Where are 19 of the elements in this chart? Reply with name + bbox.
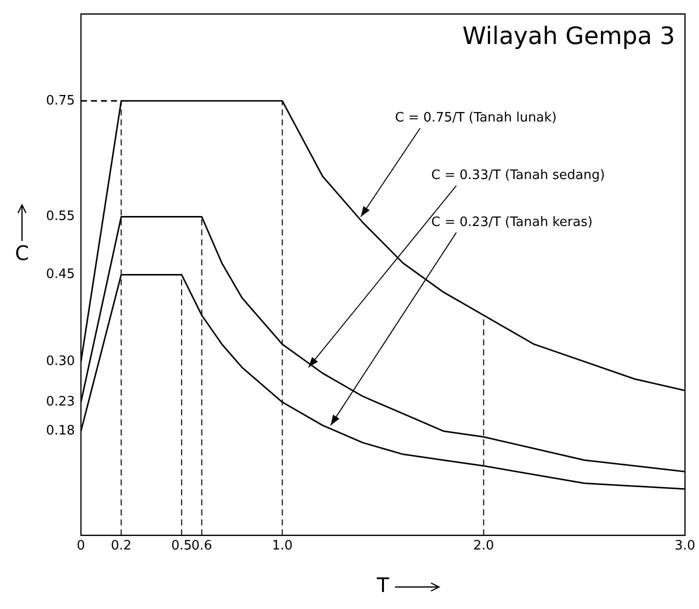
- y-tick-label: 0.30: [46, 354, 75, 369]
- y-tick-label: 0.45: [46, 267, 75, 282]
- x-tick-label: 0.2: [110, 538, 132, 554]
- y-tick-label: 0.75: [46, 93, 75, 108]
- annotation: C = 0.23/T (Tanah keras): [431, 214, 593, 230]
- x-tick-label: 0: [76, 538, 86, 554]
- y-tick-label: 0.18: [46, 423, 75, 438]
- x-tick-label: 2.0: [473, 538, 494, 554]
- x-tick-label: 0.5: [171, 538, 192, 554]
- annotation: C = 0.75/T (Tanah lunak): [395, 110, 557, 126]
- x-tick-label: 1.0: [272, 538, 293, 554]
- y-axis-title: C: [15, 240, 29, 265]
- annotation: C = 0.33/T (Tanah sedang): [431, 168, 605, 184]
- x-tick-label: 3.0: [674, 538, 696, 554]
- chart-title: Wilayah Gempa 3: [462, 22, 675, 50]
- y-tick-label: 0.55: [46, 209, 75, 224]
- x-tick-label: 0.6: [191, 538, 212, 554]
- y-tick-label: 0.23: [46, 394, 75, 410]
- x-axis-title: T: [376, 573, 390, 598]
